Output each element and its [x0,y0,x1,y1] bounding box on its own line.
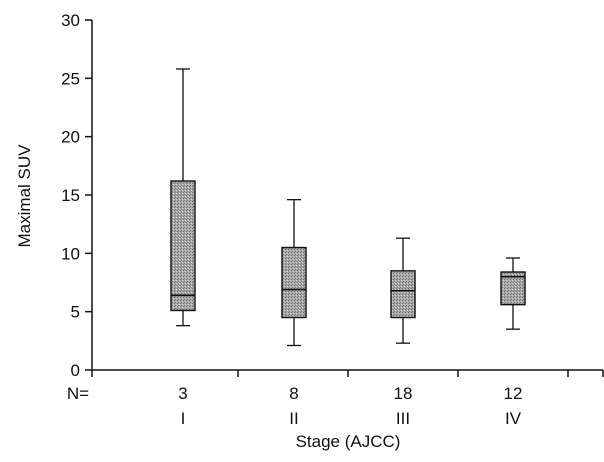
y-axis-title: Maximal SUV [15,144,34,248]
box-series [170,68,526,347]
x-ticks [91,370,604,377]
category-label-II: II [289,409,298,428]
n-prefix-label: N= [67,384,89,403]
n-count-III: 18 [394,384,413,403]
y-tick-label: 5 [71,303,80,322]
box-IV [500,257,526,330]
y-tick-label: 10 [61,244,80,263]
n-count-IV: 12 [504,384,523,403]
box-II [281,199,307,347]
n-labels: 3 8 18 12 [178,384,522,403]
category-label-IV: IV [505,409,522,428]
y-tick-label: 15 [61,186,80,205]
category-label-III: III [396,409,410,428]
y-tick-label: 20 [61,128,80,147]
iqr-box [170,180,196,312]
y-tick-label: 30 [61,11,80,30]
n-count-II: 8 [289,384,298,403]
n-count-I: 3 [178,384,187,403]
category-label-I: I [181,409,186,428]
category-labels: I II III IV [181,409,522,428]
x-axis-title: Stage (AJCC) [296,432,401,451]
iqr-box [390,270,416,319]
y-tick-label: 0 [71,361,80,380]
box-III [390,237,416,344]
y-ticks: 0 5 10 15 20 25 30 [61,11,92,380]
box-I [170,68,196,327]
iqr-box [281,246,307,319]
y-tick-label: 25 [61,69,80,88]
